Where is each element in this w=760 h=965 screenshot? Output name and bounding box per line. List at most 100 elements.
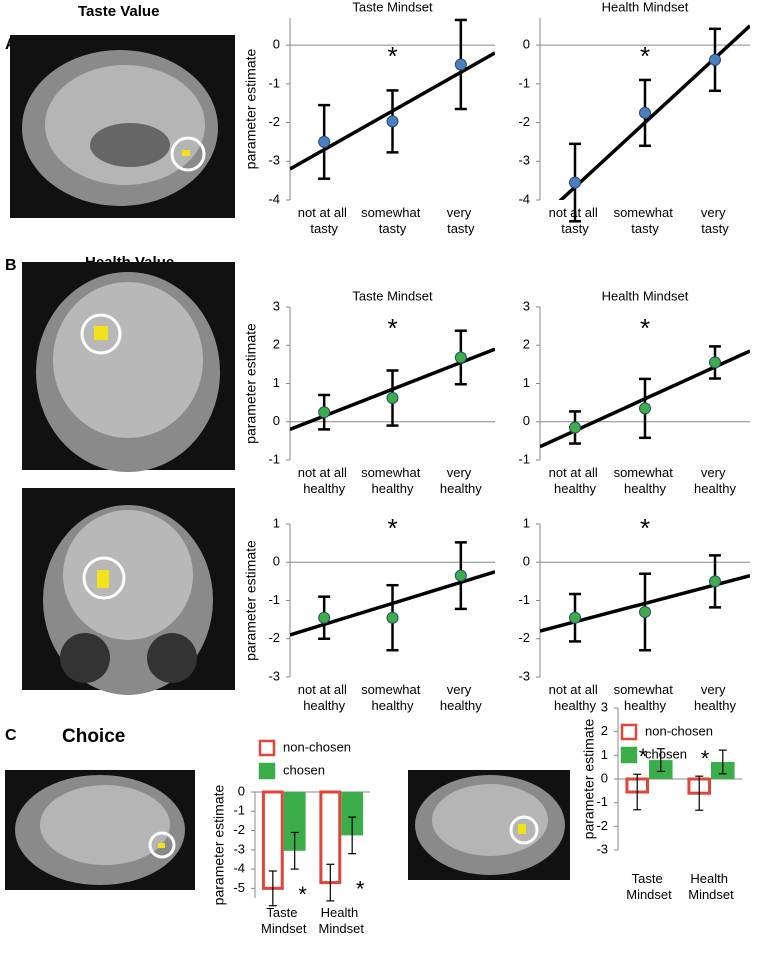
y-tick-label: 2 — [601, 723, 608, 738]
panel-letter: B — [5, 257, 17, 274]
y-tick-label: -3 — [518, 668, 530, 683]
error-bar — [656, 748, 665, 773]
y-tick-label: 1 — [273, 515, 280, 530]
error-bar — [633, 773, 642, 811]
y-tick-label: 0 — [273, 37, 280, 52]
significance: * — [640, 41, 650, 71]
legend-label: chosen — [645, 746, 687, 761]
y-axis-label: parameter estimate — [211, 784, 227, 905]
y-tick-label: -3 — [268, 668, 280, 683]
legend-label: non-chosen — [645, 723, 713, 738]
panel-title: Taste Value — [78, 3, 159, 20]
point — [318, 406, 331, 419]
error-bar — [348, 816, 357, 855]
significance: * — [387, 313, 397, 343]
point — [318, 611, 331, 624]
brain-image — [10, 35, 235, 218]
x-tick-label: not at all healthy — [549, 465, 602, 496]
point — [318, 135, 331, 148]
point — [386, 392, 399, 405]
y-tick-label: -1 — [268, 592, 280, 607]
significance: * — [298, 882, 307, 907]
legend-label: chosen — [283, 762, 325, 777]
y-tick-label: -1 — [268, 75, 280, 90]
y-tick-label: 0 — [273, 413, 280, 428]
bar — [283, 792, 306, 851]
y-tick-label: 1 — [523, 375, 530, 390]
x-tick-label: somewhat tasty — [361, 205, 424, 236]
y-tick-label: 0 — [523, 413, 530, 428]
y-tick-label: 1 — [601, 747, 608, 762]
y-tick-label: 0 — [523, 554, 530, 569]
y-tick-label: -1 — [518, 592, 530, 607]
legend-swatch — [258, 762, 276, 780]
significance: * — [639, 744, 648, 769]
y-tick-label: -4 — [518, 191, 530, 206]
error-bar — [718, 749, 727, 775]
legend-swatch — [258, 739, 276, 757]
x-tick-label: not at all healthy — [549, 682, 602, 713]
y-tick-label: -1 — [596, 794, 608, 809]
x-tick-label: Health Mindset — [688, 871, 734, 902]
x-tick-label: somewhat healthy — [361, 465, 424, 496]
significance: * — [640, 313, 650, 343]
point — [639, 106, 651, 119]
x-tick-label: not at all healthy — [298, 682, 351, 713]
y-tick-label: -1 — [518, 451, 530, 466]
y-tick-label: 0 — [523, 37, 530, 52]
y-tick-label: 2 — [523, 337, 530, 352]
y-tick-label: -1 — [268, 451, 280, 466]
y-axis-label: parameter estimate — [581, 718, 597, 839]
point — [639, 402, 651, 415]
point — [454, 58, 467, 71]
chart-title: Health Mindset — [602, 288, 689, 303]
point — [454, 569, 467, 582]
x-tick-label: somewhat healthy — [614, 682, 677, 713]
y-tick-label: 0 — [238, 783, 245, 798]
y-tick-label: 0 — [273, 554, 280, 569]
y-tick-label: 3 — [523, 298, 530, 313]
error-bar — [268, 870, 277, 907]
point — [709, 356, 721, 369]
point — [569, 421, 581, 434]
y-tick-label: -1 — [518, 75, 530, 90]
point — [639, 605, 651, 618]
y-tick-label: 0 — [601, 770, 608, 785]
x-tick-label: Taste Mindset — [626, 871, 672, 902]
x-tick-label: very healthy — [694, 465, 736, 496]
point — [569, 611, 581, 624]
significance: * — [356, 876, 365, 901]
y-tick-label: -2 — [518, 630, 530, 645]
x-tick-label: somewhat tasty — [614, 205, 677, 236]
x-tick-label: not at all tasty — [298, 205, 351, 236]
bar — [341, 792, 364, 836]
point — [386, 115, 399, 128]
y-tick-label: -3 — [518, 153, 530, 168]
x-tick-label: very healthy — [694, 682, 736, 713]
y-tick-label: -2 — [268, 114, 280, 129]
y-axis-label: parameter estimate — [243, 323, 259, 444]
y-tick-label: -5 — [233, 880, 245, 895]
panel-letter: C — [5, 727, 17, 744]
legend-swatch — [620, 723, 638, 741]
y-tick-label: -4 — [268, 191, 280, 206]
y-tick-label: 1 — [523, 515, 530, 530]
x-tick-label: very tasty — [447, 205, 475, 236]
y-axis-label: parameter estimate — [243, 48, 259, 169]
significance: * — [701, 746, 710, 771]
brain-image — [5, 770, 195, 890]
x-tick-label: Taste Mindset — [261, 905, 307, 936]
significance: * — [640, 513, 650, 543]
panel-title: Choice — [62, 726, 125, 747]
x-tick-label: somewhat healthy — [614, 465, 677, 496]
y-tick-label: -3 — [268, 153, 280, 168]
y-tick-label: -2 — [518, 114, 530, 129]
error-bar — [290, 831, 299, 870]
brain-image — [408, 770, 570, 880]
y-tick-label: -1 — [233, 803, 245, 818]
x-tick-label: somewhat healthy — [361, 682, 424, 713]
point — [569, 176, 581, 189]
brain-image — [22, 262, 235, 472]
